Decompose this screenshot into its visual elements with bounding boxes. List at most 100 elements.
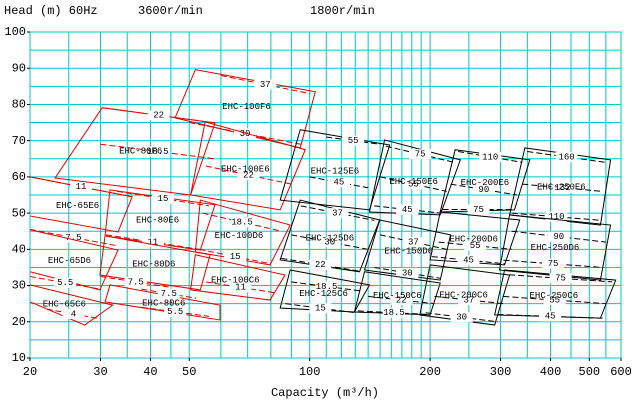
curve-label-bg — [327, 177, 350, 188]
curve-label-bg — [409, 149, 432, 160]
pump-region — [190, 254, 286, 301]
curve-label: 22 — [315, 260, 326, 270]
pump-region — [363, 219, 452, 281]
curve-label-bg — [54, 277, 77, 288]
model-label: EHC-125E6 — [311, 167, 360, 177]
curve-label-bg — [309, 303, 332, 314]
model-label: EHC-65E6 — [56, 201, 99, 211]
curve-label-bg — [543, 295, 566, 306]
y-tick-label: 30 — [12, 279, 26, 293]
curve-label-bg — [545, 211, 568, 222]
impeller-curve — [368, 295, 435, 305]
curve-label: 22 — [153, 111, 164, 121]
curve-label-bg — [164, 306, 187, 317]
curve-label: 37 — [260, 80, 271, 90]
y-tick-label: 60 — [12, 170, 26, 184]
impeller-curve — [141, 306, 209, 317]
curve-label-bg — [555, 151, 578, 162]
curve-label-bg — [472, 184, 495, 195]
pump-region — [104, 189, 216, 251]
model-label: EHC-65C6 — [43, 300, 86, 310]
pump-region — [439, 149, 531, 213]
curve-label: 11 — [76, 182, 87, 192]
curve-label: 22 — [243, 170, 254, 180]
curve-label-bg — [315, 281, 338, 292]
regions: 117.5EHC-65E65.5EHC-65D64EHC-65C62218.5E… — [29, 69, 617, 326]
pump-region — [419, 264, 511, 326]
model-label: EHC-200E6 — [461, 178, 510, 188]
curve-label: 7.5 — [65, 233, 81, 243]
impeller-curve — [508, 274, 613, 283]
y-tick-label: 50 — [12, 206, 26, 220]
curve-label: 55 — [408, 180, 419, 190]
curve-label-bg — [390, 295, 413, 306]
model-label: EHC-150D6 — [384, 247, 433, 257]
curve-label-bg — [551, 182, 574, 193]
curve-label: 75 — [555, 274, 566, 284]
curve-label: 90 — [553, 232, 564, 242]
curve-label-bg — [457, 255, 480, 266]
curve-label: 4 — [71, 309, 76, 319]
model-label: EHC-100E6 — [221, 164, 270, 174]
curve-label: 30 — [240, 129, 251, 139]
curve-label-bg — [309, 259, 332, 270]
curve-label: 37 — [464, 295, 475, 305]
curve-label-bg — [124, 276, 147, 287]
model-label: EHC-250E6 — [537, 182, 586, 192]
curve-label-bg — [342, 135, 365, 146]
impeller-curve — [29, 176, 133, 198]
pump-region — [353, 271, 441, 316]
x-tick-label: 50 — [182, 365, 196, 379]
model-label: EHC-200D6 — [449, 235, 498, 245]
pump-region — [368, 139, 461, 216]
x-tick-label: 100 — [299, 365, 321, 379]
curve-label-bg — [402, 179, 425, 190]
pump-region — [99, 235, 211, 291]
impeller-curve — [205, 165, 292, 185]
curve-label-bg — [229, 282, 252, 293]
curve-label: 18.5 — [147, 147, 169, 157]
x-tick-label: 500 — [579, 365, 601, 379]
x-tick-label: 600 — [610, 365, 632, 379]
model-label: EHC-80D6 — [132, 259, 175, 269]
y-tick-label: 70 — [12, 134, 26, 148]
curve-label-bg — [151, 193, 174, 204]
curve-label: 90 — [478, 185, 489, 195]
curve-label-bg — [464, 240, 487, 251]
x-axis-label: Capacity (m³/h) — [271, 386, 379, 400]
curve-label: 7.5 — [161, 289, 177, 299]
curve-label: 45 — [545, 312, 556, 322]
impeller-curve — [29, 276, 101, 290]
curve-label: 5.5 — [167, 307, 183, 317]
pump-region — [498, 214, 612, 281]
curve-label-bg — [146, 146, 169, 157]
curve-label-bg — [396, 204, 419, 215]
curve-label: 75 — [415, 150, 426, 160]
x-tick-label: 40 — [143, 365, 157, 379]
curve-label-bg — [157, 288, 180, 299]
impeller-curve — [434, 295, 504, 305]
curve-label-bg — [539, 311, 562, 322]
x-tick-label: 30 — [93, 365, 107, 379]
curve-label-bg — [326, 208, 349, 219]
curve-label: 15 — [158, 194, 169, 204]
curve-label: 110 — [548, 212, 564, 222]
impeller-curve — [511, 212, 602, 221]
curve-label: 5.5 — [57, 278, 73, 288]
impeller-curve — [100, 276, 171, 288]
model-label: EHC-250C6 — [530, 291, 579, 301]
impeller-curve — [380, 176, 447, 192]
curve-label: 160 — [559, 152, 575, 162]
curve-label: 37 — [332, 208, 343, 218]
model-label: EHC-100D6 — [215, 231, 264, 241]
pump-region — [279, 199, 381, 273]
curve-label: 45 — [402, 205, 413, 215]
curve-label: 45 — [333, 178, 344, 188]
curve-label: 30 — [324, 237, 335, 247]
x-tick-label: 200 — [419, 365, 441, 379]
x-tick-label: 20 — [23, 365, 37, 379]
curve-label-bg — [318, 237, 341, 248]
y-tick-label: 40 — [12, 243, 26, 257]
curve-label-bg — [549, 273, 572, 284]
